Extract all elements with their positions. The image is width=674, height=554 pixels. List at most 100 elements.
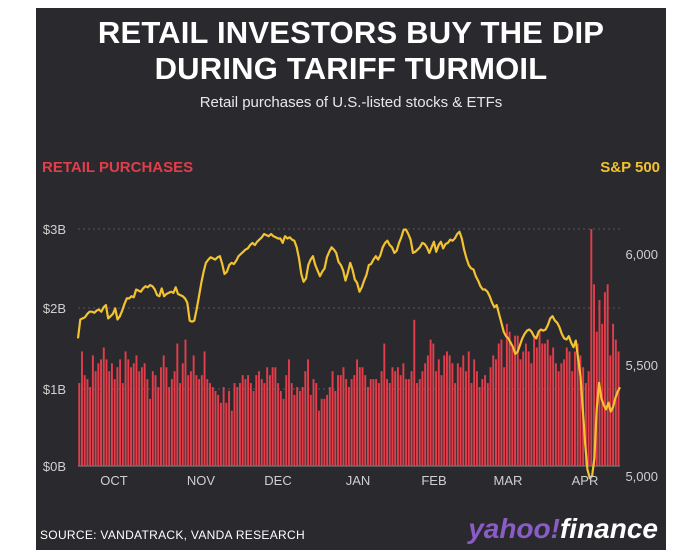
bar <box>146 379 149 466</box>
bar <box>405 379 408 466</box>
bar <box>383 343 386 466</box>
chart-title-line-2: DURING TARIFF TURMOIL <box>154 51 548 86</box>
bar <box>179 383 181 466</box>
bar <box>168 387 171 466</box>
right-axis-title: S&P 500 <box>600 159 660 176</box>
bar <box>394 371 397 466</box>
bar <box>307 359 310 466</box>
bar <box>94 371 97 466</box>
bar <box>187 375 190 466</box>
bar <box>108 371 111 466</box>
bar <box>617 351 620 466</box>
left-axis-tick-label: $3B <box>43 222 66 237</box>
bar <box>181 363 184 466</box>
bar <box>317 410 320 466</box>
bar <box>282 398 285 466</box>
bar <box>200 375 203 466</box>
bar <box>249 383 252 466</box>
bar <box>473 359 476 466</box>
bar <box>304 371 307 466</box>
bar <box>508 331 511 466</box>
bar <box>358 367 361 466</box>
bar <box>260 379 263 466</box>
bar <box>492 355 495 466</box>
bar <box>83 375 86 466</box>
bar <box>160 367 162 466</box>
bar <box>410 371 413 466</box>
bar <box>516 335 519 466</box>
bar <box>252 390 255 466</box>
bar <box>331 371 334 466</box>
bar <box>573 351 576 466</box>
bar <box>533 335 536 466</box>
bar <box>342 367 345 466</box>
bar <box>391 367 394 466</box>
bar <box>399 375 402 466</box>
bar <box>367 387 369 466</box>
bar <box>557 371 560 466</box>
bar <box>127 359 130 466</box>
bar <box>334 390 337 466</box>
bar <box>151 371 154 466</box>
bar <box>143 363 146 466</box>
bar <box>238 383 241 466</box>
bar <box>470 383 473 466</box>
bar <box>211 387 214 466</box>
bar <box>130 367 132 466</box>
bar <box>113 379 116 466</box>
bar <box>285 375 288 466</box>
bar <box>135 355 138 466</box>
x-axis-tick-label: APR <box>572 473 599 488</box>
bar <box>522 351 525 466</box>
x-axis-tick-label: FEB <box>421 473 446 488</box>
bar <box>565 347 568 466</box>
chart-card: RETAIL INVESTORS BUY THE DIP DURING TARI… <box>36 8 666 550</box>
bar <box>217 394 220 466</box>
bar <box>214 390 217 466</box>
bar <box>388 383 391 466</box>
chart-title-line-1: RETAIL INVESTORS BUY THE DIP <box>97 15 605 50</box>
bar <box>554 363 557 466</box>
left-axis-title: RETAIL PURCHASES <box>42 159 194 176</box>
bar <box>339 375 342 466</box>
bar <box>97 363 100 466</box>
bar <box>541 343 544 466</box>
bar <box>481 379 484 466</box>
bar <box>538 331 541 466</box>
bar <box>497 343 500 466</box>
bar <box>206 379 209 466</box>
bar <box>219 402 222 466</box>
bar <box>320 398 323 466</box>
bar <box>350 379 353 466</box>
bar <box>233 383 236 466</box>
bar <box>369 379 372 466</box>
bar <box>503 367 506 466</box>
bar <box>416 383 418 466</box>
bar <box>579 355 582 466</box>
bar <box>465 371 467 466</box>
bar <box>448 355 451 466</box>
bar <box>121 383 124 466</box>
bar <box>584 383 587 466</box>
bar <box>271 367 274 466</box>
bar <box>132 363 135 466</box>
bar <box>228 390 231 466</box>
bar <box>100 359 103 466</box>
bar <box>309 394 312 466</box>
bar <box>614 339 617 466</box>
bar <box>486 383 489 466</box>
bar <box>345 379 348 466</box>
bar <box>546 339 549 466</box>
x-axis-tick-label: NOV <box>187 473 216 488</box>
bar <box>165 367 168 466</box>
bar <box>443 355 446 466</box>
bar <box>89 387 92 466</box>
bar <box>323 398 326 466</box>
bar <box>124 351 127 466</box>
bar <box>105 359 108 466</box>
left-axis-tick-label: $1B <box>43 382 66 397</box>
bar <box>247 375 250 466</box>
right-axis-tick-label: 5,000 <box>625 469 658 484</box>
bar <box>451 363 454 466</box>
bar <box>407 379 410 466</box>
